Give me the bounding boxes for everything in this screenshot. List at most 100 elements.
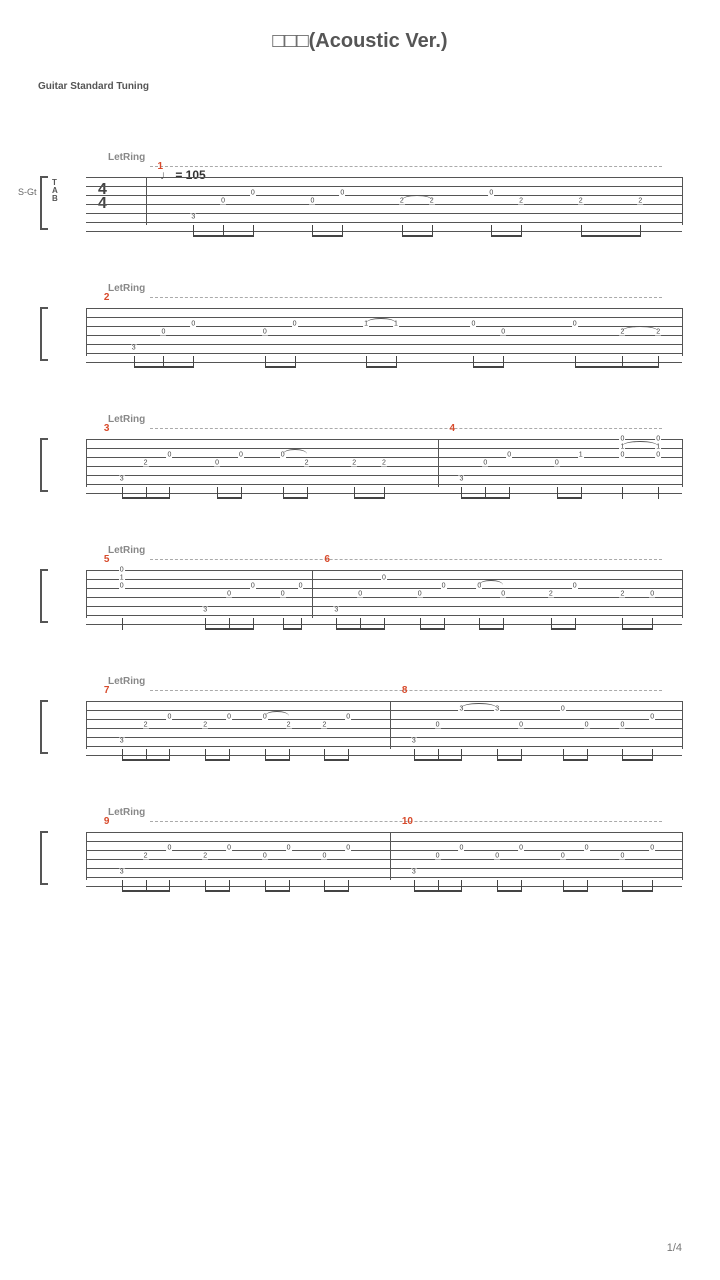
staff-line <box>86 353 682 363</box>
fret-number: 0 <box>339 190 345 197</box>
staff-wrap: S-GtTAB44130000220222 <box>50 173 682 235</box>
note-stem <box>384 618 385 630</box>
beam <box>193 235 253 237</box>
beam <box>479 628 503 630</box>
beam <box>491 235 521 237</box>
note-stem <box>384 487 385 499</box>
fret-number: 0 <box>619 722 625 729</box>
fret-number: 0 <box>554 460 560 467</box>
fret-number: 0 <box>435 722 441 729</box>
fret-number: 2 <box>143 853 149 860</box>
fret-number: 0 <box>470 321 476 328</box>
note-stem <box>307 487 308 499</box>
fret-number: 0 <box>292 321 298 328</box>
fret-number: 0 <box>262 329 268 336</box>
track-name: S-Gt <box>18 187 37 197</box>
fret-number: 0 <box>280 591 286 598</box>
staff-line <box>86 439 682 448</box>
tab-staff <box>86 832 682 887</box>
note-stem <box>652 880 653 892</box>
bar-number: 1 <box>158 161 164 172</box>
note-stem <box>521 225 522 237</box>
bar-number: 6 <box>324 554 330 565</box>
barline <box>682 439 683 487</box>
note-stem <box>122 618 123 630</box>
beam <box>497 759 521 761</box>
staff-line <box>86 859 682 868</box>
beam <box>217 497 241 499</box>
note-stem <box>348 749 349 761</box>
fret-number: 0 <box>250 190 256 197</box>
barline <box>682 177 683 225</box>
beam <box>283 628 301 630</box>
tie <box>461 703 497 708</box>
system-bracket <box>40 569 48 623</box>
bar-number: 5 <box>104 554 110 565</box>
barline <box>438 439 439 487</box>
fret-number: 2 <box>619 591 625 598</box>
note-stem <box>521 880 522 892</box>
letring-label: LetRing <box>108 152 682 163</box>
beam <box>551 628 575 630</box>
fret-number: 2 <box>381 460 387 467</box>
fret-number: 0 <box>619 853 625 860</box>
fret-number: 3 <box>119 476 125 483</box>
beam <box>557 497 581 499</box>
barline <box>682 570 683 618</box>
tie <box>622 441 658 446</box>
tie <box>265 711 289 716</box>
fret-number: 3 <box>333 607 339 614</box>
tie <box>479 580 503 585</box>
page: □□□(Acoustic Ver.) Guitar Standard Tunin… <box>0 0 720 1280</box>
tab-system: LetRing3432000022230001010010 <box>50 414 682 497</box>
barline <box>146 177 147 225</box>
fret-number: 2 <box>518 198 524 205</box>
letring-dashline <box>150 296 662 298</box>
fret-number: 0 <box>214 460 220 467</box>
system-bracket <box>40 176 48 230</box>
fret-number: 0 <box>572 321 578 328</box>
fret-number: 0 <box>584 722 590 729</box>
system-bracket <box>40 307 48 361</box>
tab-system: LetRing560103000030000002020 <box>50 545 682 628</box>
letring-dashline <box>150 427 662 429</box>
fret-number: 3 <box>190 214 196 221</box>
beam <box>414 890 462 892</box>
fret-number: 0 <box>166 714 172 721</box>
beam <box>581 235 641 237</box>
tuning-label: Guitar Standard Tuning <box>38 81 682 92</box>
fret-number: 0 <box>166 845 172 852</box>
fret-number: 1 <box>578 452 584 459</box>
fret-number: 0 <box>417 591 423 598</box>
note-stem <box>295 356 296 368</box>
staff-line <box>86 606 682 615</box>
tie <box>402 195 432 200</box>
tab-staff <box>86 439 682 494</box>
staff-wrap: 910320200000300000000 <box>50 828 682 890</box>
staff-wrap: 560103000030000002020 <box>50 566 682 628</box>
note-stem <box>581 487 582 499</box>
staff-wrap: 78320200220303300000 <box>50 697 682 759</box>
barline <box>86 308 87 356</box>
note-stem <box>169 749 170 761</box>
beam <box>497 890 521 892</box>
fret-number: 3 <box>131 345 137 352</box>
note-stem <box>348 880 349 892</box>
staff-line <box>86 597 682 606</box>
system-bracket <box>40 438 48 492</box>
fret-number: 0 <box>494 853 500 860</box>
beam <box>324 759 348 761</box>
bar-number: 4 <box>450 423 456 434</box>
song-title: □□□(Acoustic Ver.) <box>38 30 682 53</box>
barline <box>86 701 87 749</box>
fret-number: 0 <box>381 575 387 582</box>
staff-line <box>86 204 682 213</box>
beam <box>366 366 396 368</box>
note-stem <box>461 749 462 761</box>
fret-number: 0 <box>518 845 524 852</box>
fret-number: 0 <box>220 198 226 205</box>
bar-number: 8 <box>402 685 408 696</box>
letring-label: LetRing <box>108 414 682 425</box>
note-stem <box>461 880 462 892</box>
note-stem <box>587 749 588 761</box>
